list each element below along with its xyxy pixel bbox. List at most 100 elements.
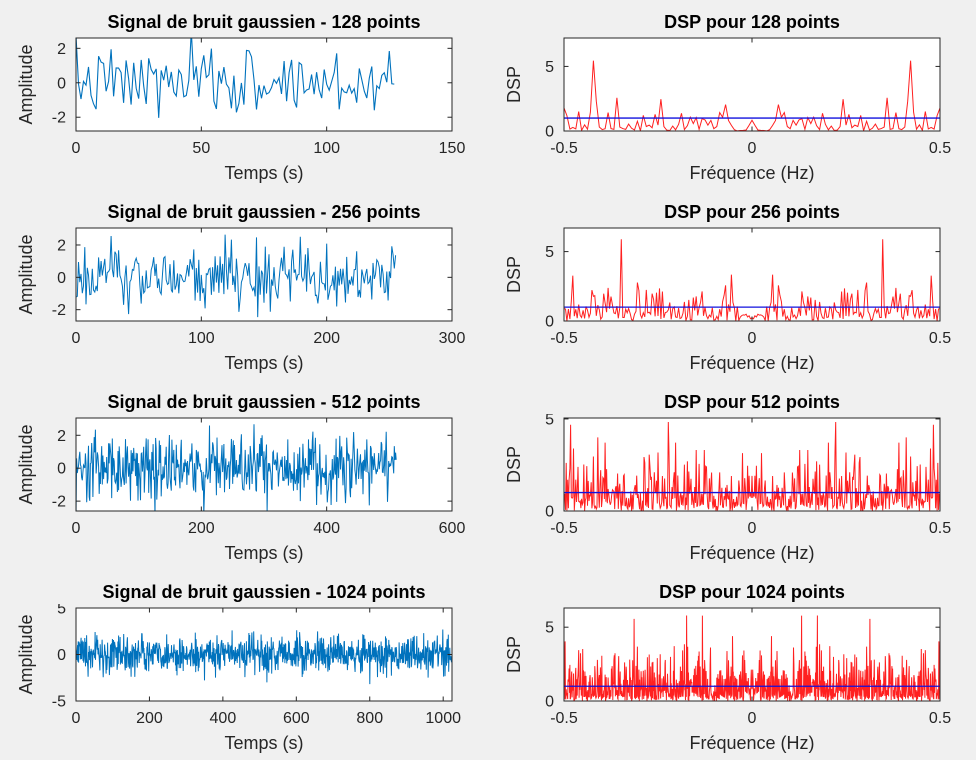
y-tick-label: 0 [545, 694, 554, 711]
subplot-signal-256: Signal de bruit gaussien - 256 points 0 1… [0, 190, 488, 380]
x-axis-label: Fréquence (Hz) [689, 733, 814, 753]
x-axis-label: Temps (s) [224, 733, 303, 753]
x-tick-label: 0 [72, 520, 81, 537]
y-axis-label: Amplitude [16, 234, 36, 314]
y-tick-label: 5 [545, 59, 554, 76]
x-tick-label: 50 [192, 140, 210, 157]
y-axis-label: DSP [504, 636, 524, 673]
x-axis-label: Fréquence (Hz) [689, 543, 814, 563]
axes-background [76, 228, 452, 321]
y-tick-label: 5 [545, 414, 554, 428]
chart-title: DSP pour 512 points [664, 392, 840, 412]
x-tick-label: 0 [72, 330, 81, 347]
x-tick-label: 0.5 [929, 330, 951, 347]
x-tick-label: 0.5 [929, 140, 951, 157]
x-axis-label: Fréquence (Hz) [689, 163, 814, 183]
signal-trace [76, 38, 395, 118]
y-axis-label: DSP [504, 256, 524, 293]
x-tick-label: -0.5 [550, 330, 578, 347]
plot-area-signal-512: 0 200 400 600 -2 0 2 Temps (s) Amplitude [16, 417, 466, 563]
x-tick-label: 0 [748, 710, 757, 727]
signal-trace [76, 629, 452, 685]
x-tick-label: 600 [439, 520, 466, 537]
y-tick-label: 0 [57, 270, 66, 287]
y-tick-label: 2 [57, 428, 66, 445]
chart-title: Signal de bruit gaussien - 128 points [107, 12, 421, 32]
plot-area-signal-1024: 0 200 400 600 800 1000 -5 0 5 Temps (s) Amplitude [16, 604, 461, 753]
y-axis-label: Amplitude [16, 424, 36, 504]
x-tick-label: 400 [210, 710, 237, 727]
chart-title: Signal de bruit gaussien - 512 points [107, 392, 421, 412]
dsp-trace [564, 615, 940, 701]
chart-title: Signal de bruit gaussien - 1024 points [102, 582, 426, 602]
subplot-dsp-128: DSP pour 128 points -0.5 0 0.5 0 5 Fréquence … [488, 0, 976, 190]
subplot-dsp-1024: DSP pour 1024 points -0.5 0 0.5 0 5 Fréquence… [488, 570, 976, 760]
x-tick-label: 0 [748, 140, 757, 157]
x-axis-label: Temps (s) [224, 353, 303, 373]
y-tick-label: 0 [545, 314, 554, 331]
x-tick-label: 0 [72, 140, 81, 157]
y-tick-label: 0 [57, 461, 66, 478]
x-tick-label: 0 [72, 710, 81, 727]
dsp-trace [564, 60, 940, 131]
y-tick-label: -2 [52, 110, 66, 127]
x-tick-label: -0.5 [550, 710, 578, 727]
y-tick-label: 0 [545, 504, 554, 521]
x-tick-label: 400 [313, 520, 340, 537]
x-tick-label: -0.5 [550, 520, 578, 537]
x-tick-label: 200 [188, 520, 215, 537]
x-tick-label: 100 [188, 330, 215, 347]
chart-title: Signal de bruit gaussien - 256 points [107, 202, 421, 222]
axes-background [564, 418, 940, 511]
chart-title: DSP pour 256 points [664, 202, 840, 222]
y-tick-label: 2 [57, 41, 66, 58]
y-tick-label: -5 [52, 694, 66, 711]
y-tick-label: 0 [57, 647, 66, 664]
y-tick-label: 5 [545, 620, 554, 637]
x-axis-label: Fréquence (Hz) [689, 353, 814, 373]
x-tick-label: 1000 [425, 710, 461, 727]
y-axis-label: DSP [504, 446, 524, 483]
x-tick-label: 0.5 [929, 520, 951, 537]
chart-title: DSP pour 128 points [664, 12, 840, 32]
x-tick-label: 600 [283, 710, 310, 727]
subplot-dsp-256: DSP pour 256 points -0.5 0 0.5 0 5 Fréquence … [488, 190, 976, 380]
x-tick-label: 0.5 [929, 710, 951, 727]
y-tick-label: -2 [52, 494, 66, 511]
subplot-signal-128: Signal de bruit gaussien - 128 points 0 5… [0, 0, 488, 190]
plot-area-signal-256: 0 100 200 300 -2 0 2 Temps (s) Amplitude [16, 227, 465, 373]
y-tick-label: 5 [57, 604, 66, 618]
axes-background [564, 38, 940, 131]
axes-box [75, 37, 453, 132]
subplot-dsp-512: DSP pour 512 points -0.5 0 0.5 0 5 Fréquence … [488, 380, 976, 570]
y-axis-label: Amplitude [16, 44, 36, 124]
subplot-signal-1024: Signal de bruit gaussien - 1024 points 0… [0, 570, 488, 760]
signal-trace [76, 424, 397, 511]
x-axis-label: Temps (s) [224, 543, 303, 563]
x-axis-label: Temps (s) [224, 163, 303, 183]
y-tick-label: 0 [57, 75, 66, 92]
subplot-signal-512: Signal de bruit gaussien - 512 points 0 2… [0, 380, 488, 570]
y-tick-label: -2 [52, 302, 66, 319]
plot-area-signal-128: 0 50 100 150 -2 0 2 Temps (s) Amplitude [16, 37, 466, 183]
y-tick-label: 0 [545, 124, 554, 141]
y-tick-label: 5 [545, 244, 554, 261]
x-tick-label: 0 [748, 520, 757, 537]
y-tick-label: 2 [57, 237, 66, 254]
x-tick-label: 0 [748, 330, 757, 347]
x-tick-label: 800 [356, 710, 383, 727]
x-tick-label: 200 [313, 330, 340, 347]
chart-title: DSP pour 1024 points [659, 582, 845, 602]
x-tick-label: 150 [439, 140, 466, 157]
axes-box [75, 227, 453, 322]
axes-box [75, 417, 453, 512]
y-axis-label: DSP [504, 66, 524, 103]
x-tick-label: -0.5 [550, 140, 578, 157]
y-axis-label: Amplitude [16, 614, 36, 694]
dsp-trace [564, 421, 940, 511]
